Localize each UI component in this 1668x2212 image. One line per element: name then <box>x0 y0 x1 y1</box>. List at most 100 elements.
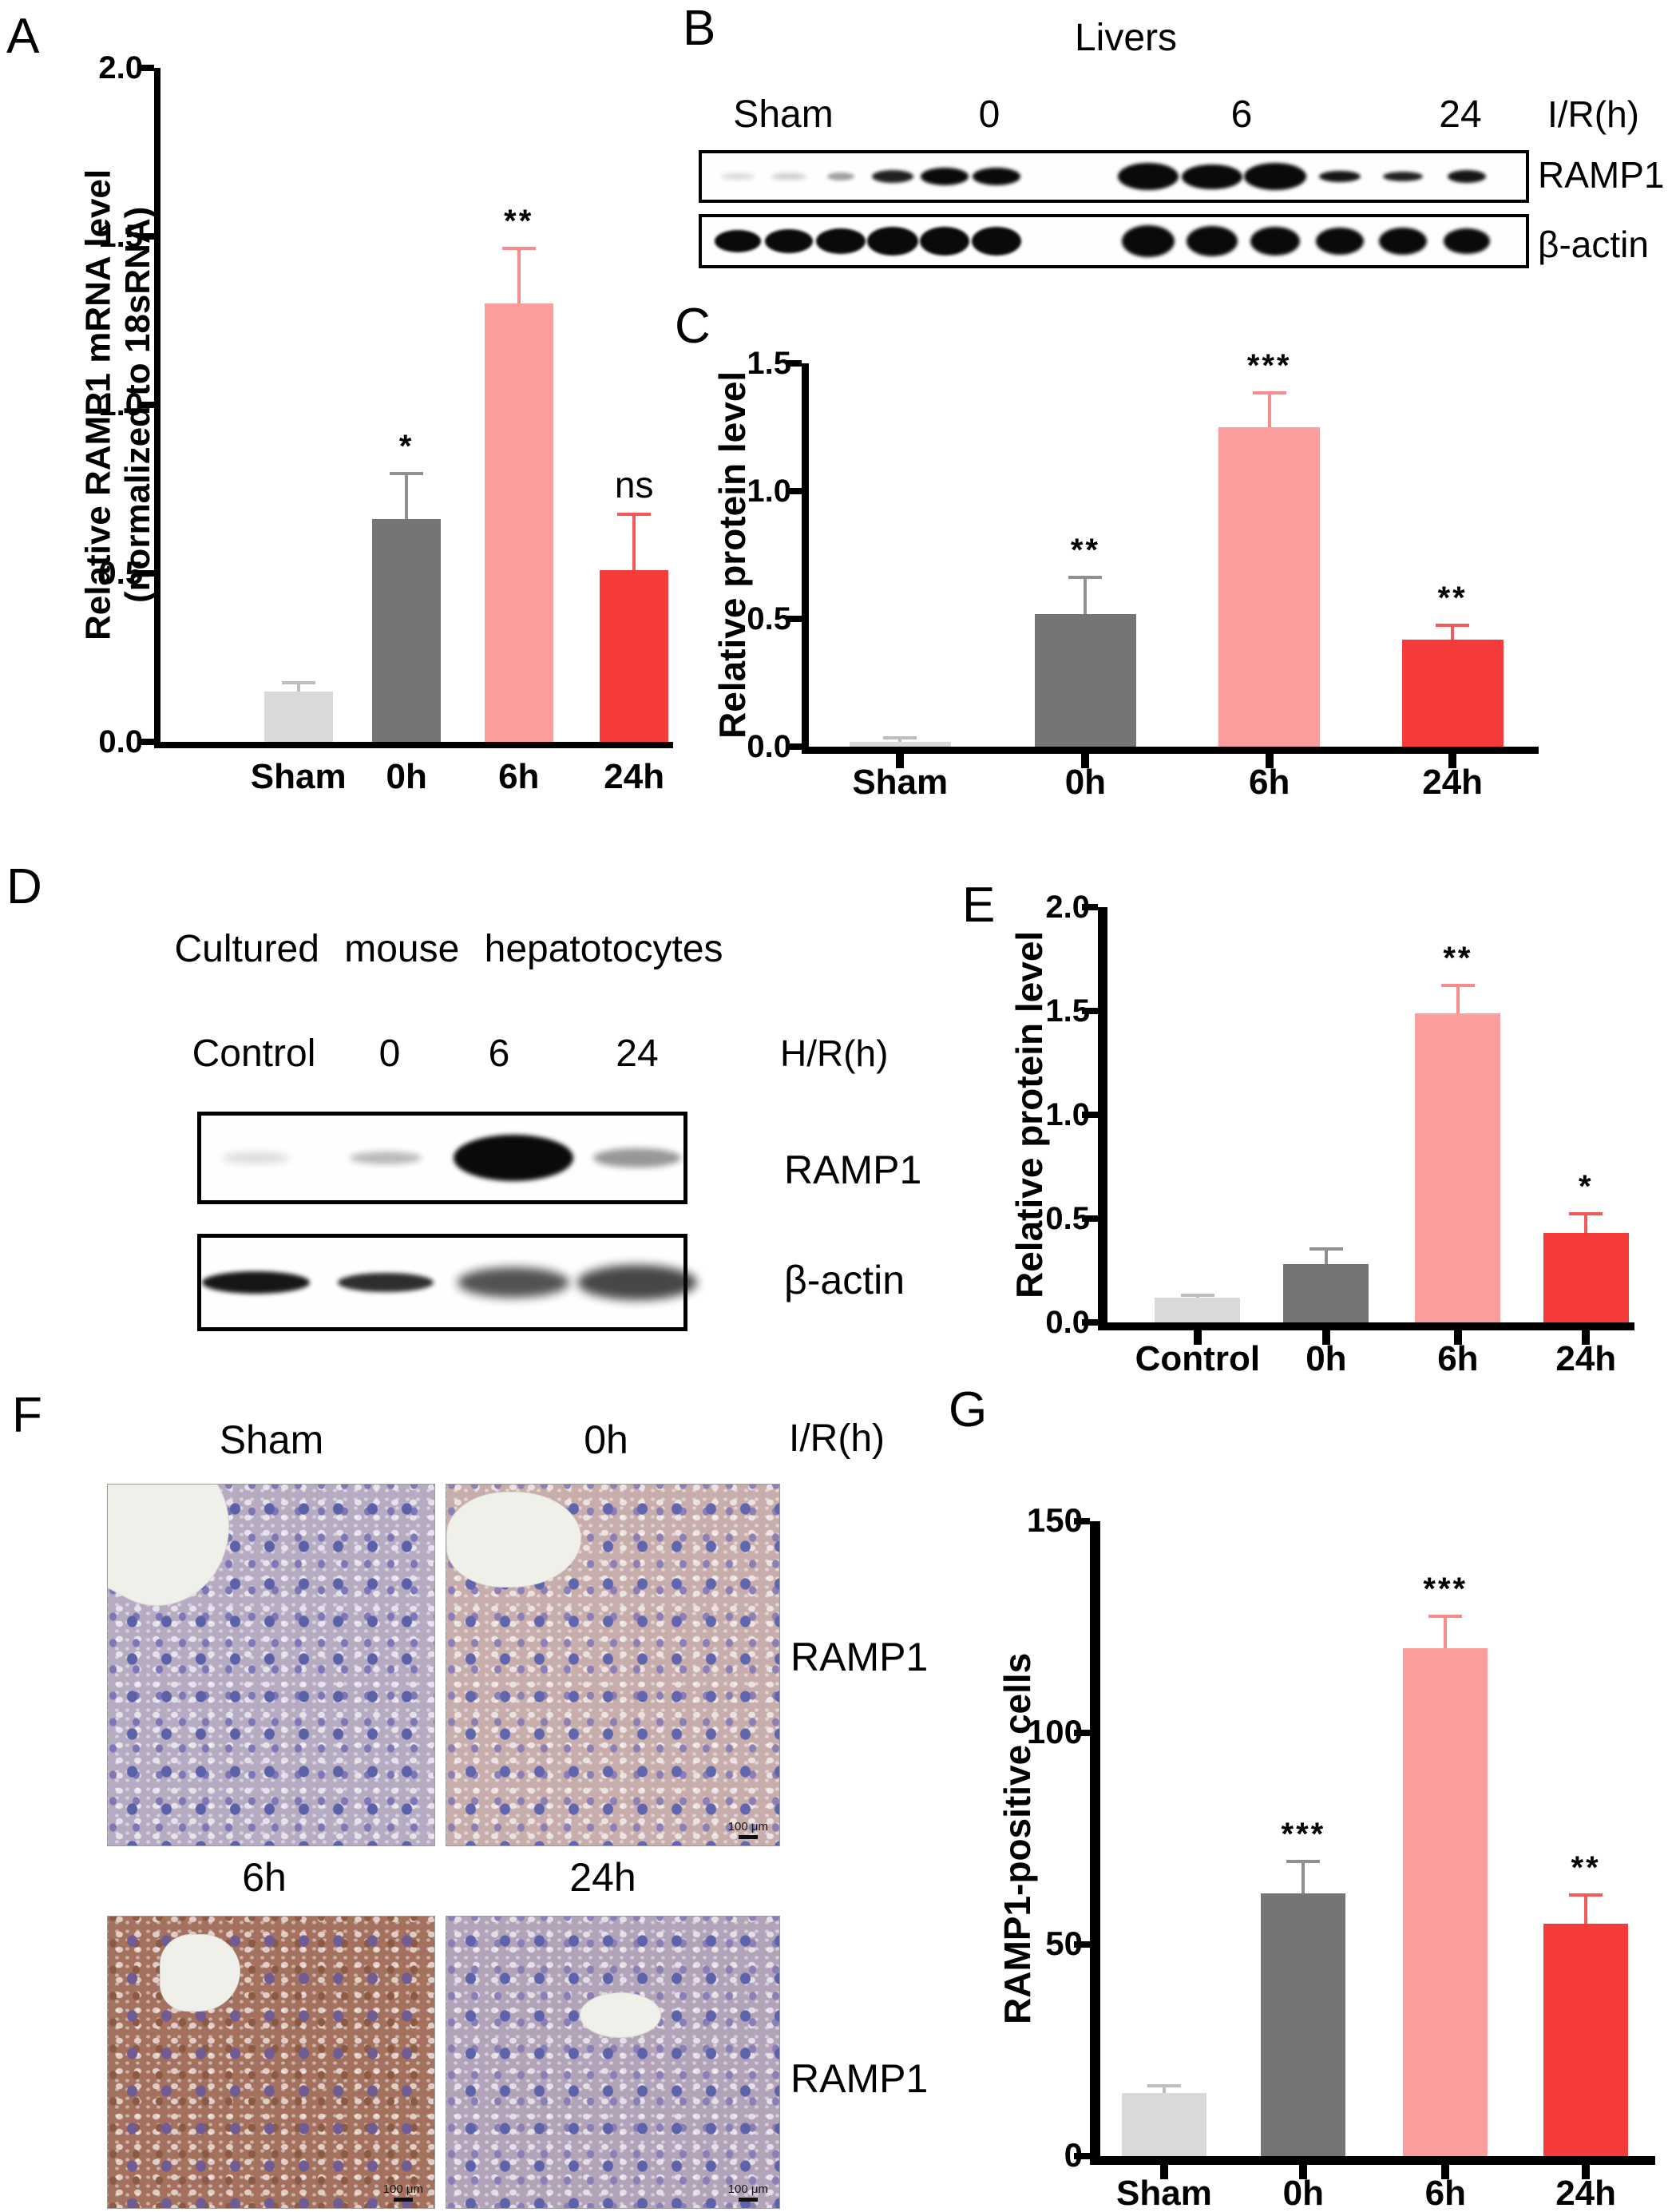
blot-band <box>765 229 814 253</box>
bar-6h <box>1218 427 1321 747</box>
blot-band <box>1122 225 1175 257</box>
y-tick-label: 1.0 <box>98 387 143 422</box>
x-tick-mark <box>1321 1322 1330 1345</box>
x-tick-mark <box>1448 747 1457 768</box>
panel-d-axis-unit: H/R(h) <box>780 1033 889 1074</box>
bar-Sham <box>263 691 333 742</box>
blot-band <box>973 168 1021 185</box>
panel-b-letter: B <box>683 1 716 56</box>
bar-0h <box>1261 1893 1346 2156</box>
y-tick-mark <box>1082 1008 1098 1014</box>
panel-f-row1-ramp1: RAMP1 <box>790 1635 929 1679</box>
panel-b-title: Livers <box>1074 17 1178 59</box>
x-tick-mark <box>1081 747 1090 768</box>
scale-bar-line <box>738 1835 758 1839</box>
x-tick-mark <box>1441 2156 1450 2179</box>
y-tick-label: 2.0 <box>1045 890 1090 925</box>
sig-label: * <box>1578 1169 1594 1205</box>
x-label-0h: 0h <box>1064 763 1107 802</box>
y-tick-mark <box>138 739 154 745</box>
y-tick-mark <box>138 65 154 71</box>
y-tick-label: 0.0 <box>747 729 791 764</box>
y-tick-label: 1.5 <box>1045 993 1090 1029</box>
y-tick-mark <box>1082 904 1098 910</box>
y-tick-mark <box>1074 1730 1090 1736</box>
blot-band <box>721 173 755 180</box>
panel-d-ramp1-blot-strip <box>197 1112 687 1204</box>
x-tick-mark <box>1299 2156 1308 2179</box>
panel-f-col-sham: Sham <box>219 1417 324 1462</box>
y-tick-mark <box>1074 2153 1090 2159</box>
error-bar-line <box>1162 2083 1166 2093</box>
micrograph-sham <box>107 1484 435 1846</box>
error-bar-line <box>296 681 300 692</box>
bar-Control <box>1155 1297 1241 1322</box>
y-tick-label: 1.5 <box>98 219 143 254</box>
blot-band <box>867 227 919 256</box>
blot-band <box>921 168 969 185</box>
panel-c-letter: C <box>675 299 711 354</box>
panel-d-lane-0: 0 <box>378 1033 401 1075</box>
y-tick-label: 1.0 <box>1045 1097 1090 1132</box>
x-tick-mark <box>1265 747 1274 768</box>
bar-6h <box>1403 1648 1488 2156</box>
x-label-0h: 0h <box>1305 1339 1347 1378</box>
panel-d-actin-blot-strip <box>197 1234 698 1331</box>
x-label-24h: 24h <box>1555 2174 1617 2212</box>
x-label-Sham: Sham <box>852 763 949 802</box>
error-bar-cap <box>617 513 652 517</box>
panel-d-title: Cultured mouse hepatotocytes <box>174 928 723 970</box>
scale-bar-line <box>738 2198 758 2202</box>
sig-label: *** <box>1246 348 1292 384</box>
scale-bar-line <box>393 2198 413 2202</box>
error-bar-cap <box>1068 575 1103 579</box>
chart-c-plot: 0.0 0.5 1.0 1.5 Sham ** 0h *** 6h ** 24h <box>747 347 1539 800</box>
sig-label: ** <box>1443 941 1473 977</box>
micrograph-0h: 100 μm <box>446 1484 780 1846</box>
x-tick-mark <box>1159 2156 1168 2179</box>
chart-g-y-axis-title: RAMP1-positive cells <box>996 1652 1039 2025</box>
panel-f-row2-ramp1: RAMP1 <box>790 2056 929 2101</box>
blot-band <box>872 170 914 183</box>
panel-f-col-6h: 6h <box>242 1855 287 1900</box>
error-bar-cap <box>1180 1293 1214 1297</box>
micrograph-24h: 100 μm <box>446 1916 780 2209</box>
blot-band <box>1181 164 1242 189</box>
x-label-6h: 6h <box>1424 2174 1466 2212</box>
panel-f-letter: F <box>12 1388 42 1443</box>
error-bar-line <box>1084 575 1088 614</box>
error-bar-line <box>1584 1893 1588 1924</box>
y-tick-label: 0.0 <box>1045 1305 1090 1340</box>
y-tick-label: 0 <box>1064 2136 1083 2174</box>
panel-b-lane-24: 24 <box>1439 93 1482 136</box>
y-tick-mark <box>138 233 154 240</box>
y-tick-label: 0.5 <box>747 601 791 636</box>
panel-e-letter: E <box>962 878 996 933</box>
scale-bar: 100 μm <box>728 1820 768 1839</box>
y-tick-label: 0.5 <box>98 556 143 591</box>
y-tick-mark <box>1082 1215 1098 1222</box>
bar-0h <box>1283 1264 1369 1322</box>
panel-d-letter: D <box>6 859 42 914</box>
error-bar-cap <box>1286 1860 1321 1863</box>
x-tick-mark <box>1193 1322 1202 1345</box>
sig-label: ** <box>1571 1850 1601 1886</box>
error-bar-cap <box>501 246 536 250</box>
x-label-0h: 0h <box>386 757 427 796</box>
error-bar-cap <box>1569 1893 1603 1897</box>
y-tick-mark <box>786 488 802 494</box>
x-tick-mark <box>1453 1322 1462 1345</box>
panel-d-row-actin: β-actin <box>784 1258 905 1302</box>
panel-b-ramp1-blot-strip <box>699 150 1529 203</box>
y-tick-mark <box>138 570 154 577</box>
error-bar-line <box>405 472 409 520</box>
vessel-lumen <box>108 1485 258 1630</box>
vessel-lumen <box>160 1933 240 2012</box>
y-tick-label: 2.0 <box>98 50 143 85</box>
chart-e-plot: 0.0 0.5 1.0 1.5 2.0 Control 0h ** 6h * 24h <box>1045 891 1634 1377</box>
x-label-24h: 24h <box>1555 1339 1617 1378</box>
vessel-lumen <box>446 1492 581 1588</box>
blot-band <box>827 172 855 180</box>
bar-24h <box>1543 1923 1629 2156</box>
blot-band <box>1186 226 1238 256</box>
